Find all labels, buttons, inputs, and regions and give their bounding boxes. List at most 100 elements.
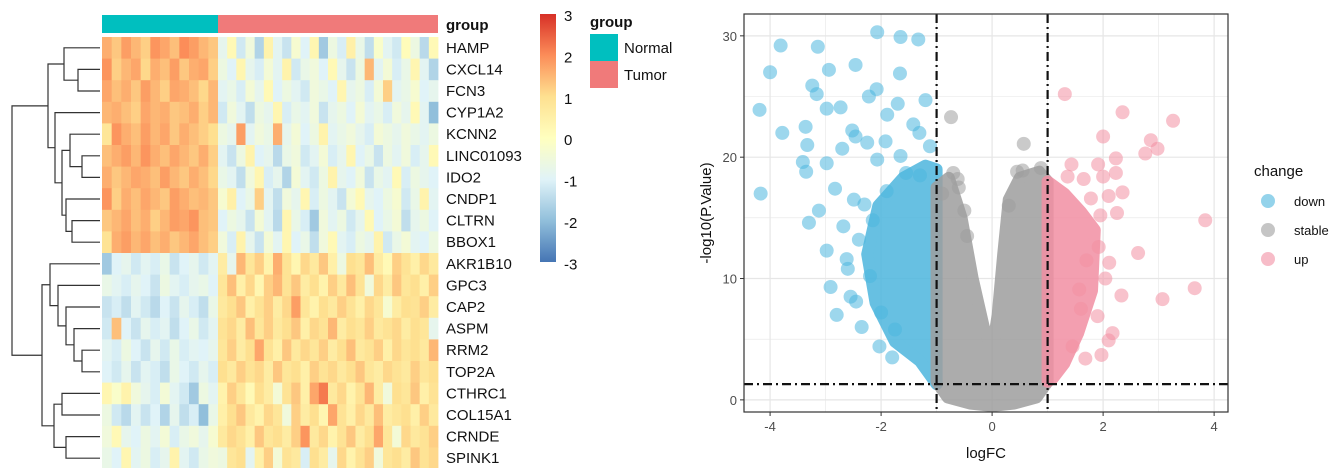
heatmap-cell [254,317,265,340]
heatmap-cell [373,166,384,189]
heatmap-cell [121,188,132,211]
point-down [846,192,861,207]
heatmap-cell [208,123,219,146]
heatmap-cell [328,231,338,254]
heatmap-cell [254,296,265,319]
heatmap-cell [111,123,122,146]
heatmap-cell [410,145,421,167]
heatmap-cell [328,447,338,468]
heatmap-cell [245,58,256,81]
heatmap-cell [410,80,421,103]
heatmap-cell [291,58,301,81]
heatmap-cell [410,361,421,383]
heatmap-cell [169,123,180,146]
heatmap-cell [169,37,180,59]
heatmap-cell [218,145,228,167]
point-down [861,89,876,104]
heatmap-cell [282,404,292,427]
heatmap-cell [273,166,283,189]
annotation-normal [102,15,218,33]
heatmap-cell [273,274,283,297]
heatmap-cell [309,188,320,211]
heatmap-cell [392,101,402,124]
point-down [893,148,908,163]
heatmap-cell [140,274,151,297]
heatmap-cell [198,339,209,362]
heatmap-cell [254,58,265,81]
heatmap-cell [273,58,283,81]
heatmap-cell [318,425,329,448]
heatmap-cell [121,145,132,167]
heatmap-cell [263,404,274,427]
legend-label-down: down [1294,194,1325,209]
heatmap-cell [419,101,430,124]
heatmap-cell [121,404,132,427]
heatmap-cell [263,80,274,103]
point-down [899,165,914,180]
heatmap-cell [383,231,393,254]
heatmap-cell [111,80,122,103]
heatmap-cell [218,447,228,468]
gene-label: COL15A1 [446,407,512,424]
heatmap-cell [410,425,421,448]
heatmap-cell [355,80,366,103]
heatmap-cell [102,274,113,297]
heatmap-cell [179,404,190,427]
gene-label: RRM2 [446,342,489,359]
heatmap-cell [179,339,190,362]
heatmap-cell [169,425,180,448]
heatmap-cell [392,274,402,297]
heatmap-cell [102,382,113,405]
heatmap-cell [309,382,320,405]
heatmap-cell [419,296,430,319]
heatmap-cell [383,101,393,124]
heatmap-cell [102,425,113,448]
heatmap-cell [428,80,439,103]
heatmap-cell [337,253,347,275]
heatmap-cell [236,188,246,211]
heatmap-cell [208,339,219,362]
threshold-lines [744,14,1228,412]
point-down [860,135,875,150]
heatmap-cell [236,209,246,232]
heatmap-cell [263,123,274,146]
annotation-tumor [218,15,438,33]
heatmap-cell [428,253,439,275]
point-down [851,232,866,247]
heatmap-cell [150,37,161,59]
heatmap-cell [355,425,366,448]
heatmap-cell [282,361,292,383]
heatmap-cell [355,58,366,81]
group-legend-title: group [590,14,633,31]
heatmap-cell [245,145,256,167]
heatmap-cell [383,145,393,167]
heatmap-cell [337,404,347,427]
point-up [1057,87,1072,102]
heatmap-cell [337,80,347,103]
heatmap-cell [102,253,113,275]
heatmap-cell [383,123,393,146]
heatmap-cell [179,231,190,254]
point-down [918,93,933,108]
heatmap-cell [150,80,161,103]
heatmap-cell [131,447,142,468]
heatmap-cell [245,209,256,232]
heatmap-cell [282,253,292,275]
heatmap-cell [160,425,171,448]
heatmap-cell [355,37,366,59]
heatmap-cell [227,361,237,383]
heatmap-cell [383,425,393,448]
gene-label: BBOX1 [446,234,496,251]
heatmap-cell [346,425,356,448]
gene-label: AKR1B10 [446,256,512,273]
heatmap-cell [189,101,200,124]
heatmap-cell [189,317,200,340]
heatmap-cell [263,317,274,340]
heatmap-cell [383,361,393,383]
heatmap-cell [227,447,237,468]
point-up [1096,129,1111,144]
heatmap-cell [102,145,113,167]
heatmap-cell [346,188,356,211]
heatmap-cell [160,166,171,189]
legend-title: change [1254,163,1303,180]
